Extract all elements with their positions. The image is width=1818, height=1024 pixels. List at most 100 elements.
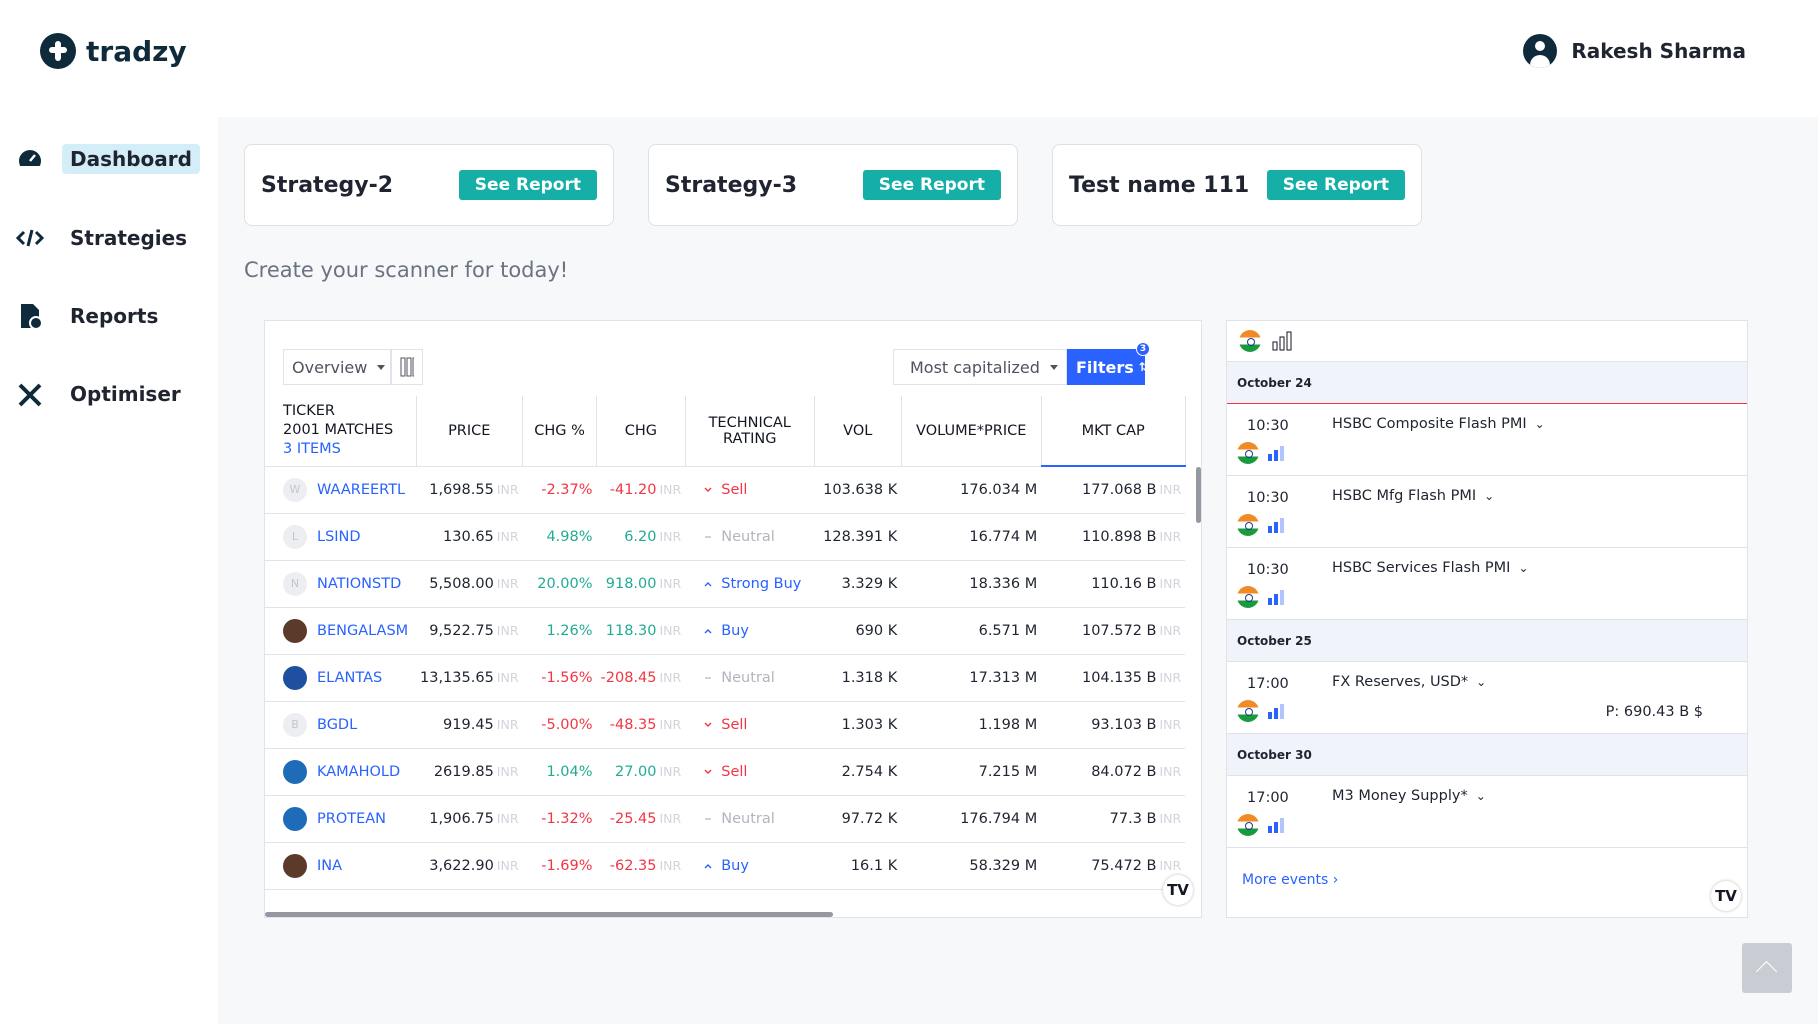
mkt_cap: 84.072 B xyxy=(1091,763,1157,780)
price-cell: 130.65 INR xyxy=(416,513,523,561)
vertical-scrollbar[interactable] xyxy=(1196,467,1201,523)
ticker-symbol[interactable]: INA xyxy=(317,857,343,874)
ticker-cell: PROTEAN xyxy=(265,795,416,843)
price-cell: 9,522.75 INR xyxy=(416,607,523,655)
currency: INR xyxy=(659,622,682,638)
country-flag xyxy=(1237,514,1259,536)
calendar-event[interactable]: 17:00 M3 Money Supply* xyxy=(1227,776,1747,848)
calendar-event[interactable]: 10:30 HSBC Composite Flash PMI xyxy=(1227,404,1747,476)
column-header[interactable]: PRICE xyxy=(416,396,524,467)
view-select[interactable]: Overview xyxy=(283,349,391,385)
rating-cell: Neutral xyxy=(685,513,815,561)
calendar-event[interactable]: 10:30 HSBC Mfg Flash PMI xyxy=(1227,476,1747,548)
see-report-button[interactable]: See Report xyxy=(1266,170,1405,200)
table-row[interactable]: L LSIND 130.65 INR 4.98% 6.20 INR Neutral 128.39… xyxy=(265,513,1186,561)
ticker-symbol[interactable]: NATIONSTD xyxy=(317,575,402,592)
ticker-symbol[interactable]: BENGALASM xyxy=(317,622,409,639)
strategy-card: Strategy-2 See Report xyxy=(244,144,614,226)
table-row[interactable]: N NATIONSTD 5,508.00 INR 20.00% 918.00 INR Stro… xyxy=(265,560,1186,608)
column-header[interactable]: MKT CAP xyxy=(1041,396,1186,467)
mkt_cap: 104.135 B xyxy=(1081,669,1157,686)
see-report-button[interactable]: See Report xyxy=(862,170,1001,200)
table-row[interactable]: KAMAHOLD 2619.85 INR 1.04% 27.00 INR Sell 2.754… xyxy=(265,748,1186,796)
table-row[interactable]: ELANTAS 13,135.65 INR -1.56% -208.45 INR Neutr… xyxy=(265,654,1186,702)
scroll-to-top[interactable] xyxy=(1742,943,1792,993)
country-flag[interactable] xyxy=(1239,330,1261,352)
chg-pct-cell: -1.56% xyxy=(522,654,597,702)
calendar-event[interactable]: 10:30 HSBC Services Flash PMI xyxy=(1227,548,1747,620)
ticker-symbol[interactable]: KAMAHOLD xyxy=(317,763,401,780)
rating-cell: Sell xyxy=(685,748,815,796)
event-icons xyxy=(1237,442,1285,464)
see-report-button[interactable]: See Report xyxy=(458,170,597,200)
rating-icon xyxy=(705,676,712,679)
horizontal-scrollbar[interactable] xyxy=(265,912,833,917)
tradingview-mark[interactable]: TV xyxy=(1711,881,1741,911)
nav-item[interactable]: Optimiser xyxy=(16,379,189,409)
currency: INR xyxy=(659,669,682,685)
event-time: 17:00 xyxy=(1247,790,1289,806)
mkt_cap-cell: 75.472 B INR xyxy=(1041,842,1186,890)
sort-label: Most capitalized xyxy=(910,357,1040,377)
tradingview-mark[interactable]: TV xyxy=(1163,875,1193,905)
user-menu[interactable]: Rakesh Sharma xyxy=(1523,34,1746,68)
rating-icon xyxy=(705,535,712,538)
table-row[interactable]: B BGDL 919.45 INR -5.00% -48.35 INR Sell 1.303 K… xyxy=(265,701,1186,749)
column-header[interactable]: VOL xyxy=(814,396,902,467)
table-row[interactable]: BENGALASM 9,522.75 INR 1.26% 118.30 INR Buy 690… xyxy=(265,607,1186,655)
ticker-symbol[interactable]: PROTEAN xyxy=(317,810,387,827)
rating: Strong Buy xyxy=(721,575,802,592)
event-title: HSBC Composite Flash PMI xyxy=(1332,416,1545,432)
ticker-symbol[interactable]: WAAREERTL xyxy=(317,481,406,498)
importance-filter[interactable] xyxy=(1271,330,1293,352)
sort-select[interactable]: Most capitalized xyxy=(893,349,1067,385)
table-row[interactable]: PROTEAN 1,906.75 INR -1.32% -25.45 INR Neutral… xyxy=(265,795,1186,843)
mkt_cap-cell: 177.068 B INR xyxy=(1041,466,1186,514)
brand-name: tradzy xyxy=(86,34,187,68)
currency: INR xyxy=(1159,575,1182,591)
chg-pct-cell: 1.04% xyxy=(522,748,597,796)
currency: INR xyxy=(1159,857,1182,873)
filters-button[interactable]: Filters ⇅ 3 xyxy=(1067,342,1150,385)
chg_pct: 1.26% xyxy=(546,622,593,639)
calendar-date: October 25 xyxy=(1227,620,1747,662)
currency: INR xyxy=(659,763,682,779)
vol: 1.318 K xyxy=(841,669,898,686)
rating: Sell xyxy=(721,763,748,780)
ticker-header[interactable]: TICKER 2001 MATCHES 3 ITEMS xyxy=(265,396,417,467)
more-events[interactable]: More events › xyxy=(1242,872,1339,888)
vol_price-cell: 176.794 M xyxy=(901,795,1042,843)
ticker-symbol[interactable]: ELANTAS xyxy=(317,669,383,686)
chg_pct: -1.32% xyxy=(541,810,593,827)
country-flag xyxy=(1237,700,1259,722)
rating: Buy xyxy=(721,622,749,639)
table-row[interactable]: W WAAREERTL 1,698.55 INR -2.37% -41.20 INR Sell… xyxy=(265,466,1186,514)
columns-button[interactable] xyxy=(391,349,423,385)
column-header[interactable]: CHG % xyxy=(522,396,598,467)
column-header[interactable]: VOLUME*PRICE xyxy=(901,396,1042,467)
chg-cell: 6.20 INR xyxy=(596,513,686,561)
vol-cell: 103.638 K xyxy=(814,466,902,514)
mkt_cap-cell: 93.103 B INR xyxy=(1041,701,1186,749)
ticker-cell: B BGDL xyxy=(265,701,416,749)
nav-item[interactable]: Reports xyxy=(16,301,166,331)
chg-cell: 118.30 INR xyxy=(596,607,686,655)
ticker-symbol[interactable]: LSIND xyxy=(317,528,361,545)
column-header[interactable]: TECHNICAL RATING xyxy=(685,396,815,467)
mkt_cap: 75.472 B xyxy=(1091,857,1157,874)
ticker-cell: W WAAREERTL xyxy=(265,466,416,514)
nav-item[interactable]: Dashboard xyxy=(16,144,200,174)
calendar-event[interactable]: 17:00 FX Reserves, USD* P: 690.43 B $ xyxy=(1227,662,1747,734)
column-header[interactable]: CHG xyxy=(596,396,686,467)
importance xyxy=(1268,518,1284,533)
ticker-logo xyxy=(283,759,307,784)
chg_pct: -1.69% xyxy=(541,857,593,874)
vol: 690 K xyxy=(855,622,898,639)
nav-item[interactable]: Strategies xyxy=(16,223,195,253)
ticker-symbol[interactable]: BGDL xyxy=(317,716,358,733)
ticker-logo xyxy=(283,806,307,831)
currency: INR xyxy=(496,575,519,591)
table-row[interactable]: INA 3,622.90 INR -1.69% -62.35 INR Buy 16.1 K 58… xyxy=(265,842,1186,890)
country-flag xyxy=(1237,442,1259,464)
brand[interactable]: tradzy xyxy=(40,33,187,69)
